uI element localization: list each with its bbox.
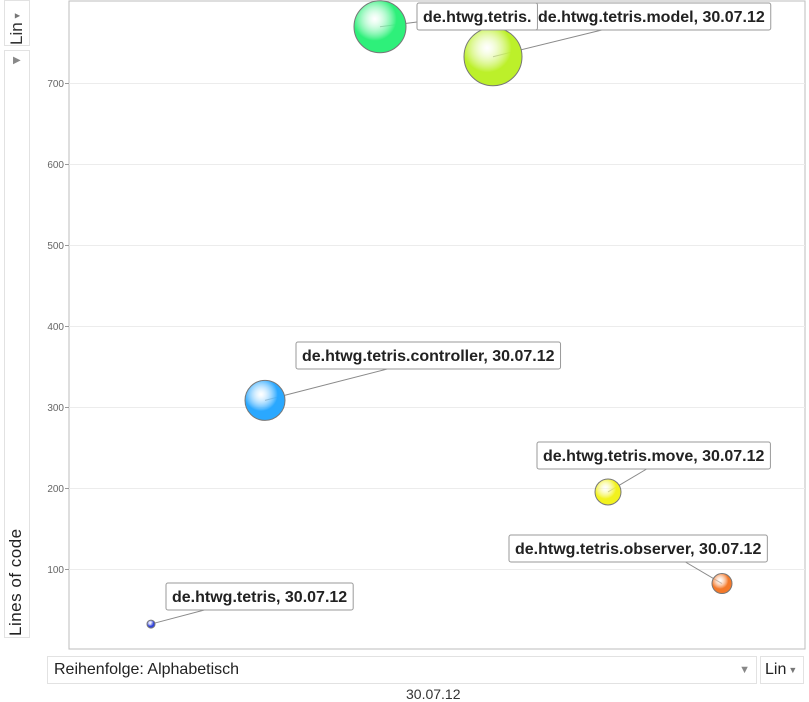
bubble-label-text: de.htwg.tetris. [423, 9, 531, 26]
x-scale-label: Lin [765, 661, 787, 678]
bubble[interactable] [711, 573, 733, 595]
y-tick-label: 200 [47, 484, 64, 495]
bubble-label: de.htwg.tetris.controller, 30.07.12 [295, 341, 562, 370]
y-tick-label: 700 [47, 79, 64, 90]
y-tick-label: 400 [47, 322, 64, 333]
bubble[interactable] [146, 619, 156, 629]
label-connector [264, 366, 396, 401]
y-tick-label: 500 [47, 241, 64, 252]
bubble-label-text: de.htwg.tetris.controller, 30.07.12 [302, 348, 555, 365]
bubble-label: de.htwg.tetris.move, 30.07.12 [536, 441, 771, 470]
dropdown-arrow-icon: ▼ [12, 11, 22, 21]
side-panel: ▶ [4, 50, 30, 638]
dropdown-arrow-icon: ▼ [788, 665, 798, 675]
label-connector [150, 607, 213, 625]
dropdown-arrow-icon: ▼ [739, 664, 750, 676]
bubble[interactable] [594, 478, 622, 506]
y-axis-title: Lines of code [6, 528, 25, 636]
y-tick-label: 100 [47, 565, 64, 576]
bubble[interactable] [244, 379, 286, 421]
bubble-label-text: de.htwg.tetris.model, 30.07.12 [538, 9, 765, 26]
bubble-label: de.htwg.tetris.model, 30.07.12 [531, 2, 772, 31]
order-select[interactable]: Reihenfolge: Alphabetisch ▼ [47, 656, 757, 684]
bubble-label-text: de.htwg.tetris.observer, 30.07.12 [515, 541, 761, 558]
time-label: 30.07.12 [406, 686, 461, 702]
bubble-label-text: de.htwg.tetris.move, 30.07.12 [543, 448, 765, 465]
y-scale-select[interactable]: Lin ▼ [4, 0, 30, 46]
bubble-label: de.htwg.tetris, 30.07.12 [165, 582, 354, 611]
y-scale-label: Lin [7, 22, 26, 45]
bubble-labels: de.htwg.tetris, 30.07.12 de.htwg.tetris.c… [165, 2, 772, 611]
bubble-label-text: de.htwg.tetris, 30.07.12 [172, 589, 347, 606]
order-select-label: Reihenfolge: Alphabetisch [54, 661, 240, 678]
y-tick-label: 600 [47, 160, 64, 171]
y-tick-label: 300 [47, 403, 64, 414]
bubble[interactable] [463, 27, 523, 87]
bubble-label: de.htwg.tetris.observer, 30.07.12 [508, 534, 768, 563]
bubble-label: de.htwg.tetris. [416, 2, 538, 31]
bubble[interactable] [353, 0, 407, 54]
x-scale-select[interactable]: Lin ▼ [760, 656, 804, 684]
expand-arrow-icon[interactable]: ▶ [13, 55, 21, 66]
